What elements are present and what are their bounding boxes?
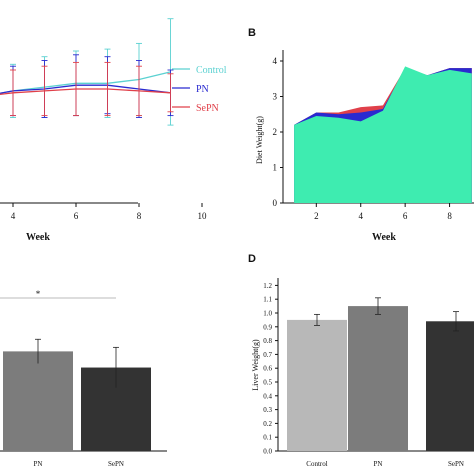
legend-label-control: Control <box>196 65 227 76</box>
panel-a-x-label: Week <box>26 232 50 243</box>
panel-b-y-tick-label: 2 <box>273 127 278 137</box>
panel-d-x-tick-label: PN <box>374 460 383 468</box>
series-line-control <box>0 71 171 94</box>
panel-d-y-tick-label: 0.3 <box>263 406 272 414</box>
panel-b: B 0 1 2 3 4 2 4 6 8 Week Diet Weight(g) <box>248 27 474 243</box>
panel-d-bars: Control PN SePN <box>287 297 474 468</box>
panel-d-y-tick-label: 0.6 <box>263 365 272 373</box>
panel-b-ticks: 0 1 2 3 4 2 4 6 8 <box>273 56 453 221</box>
bar-pn <box>3 351 73 451</box>
panel-b-y-tick-label: 4 <box>273 56 278 66</box>
panel-a-x-tick-label: 10 <box>198 211 208 221</box>
panel-b-x-tick-label: 4 <box>358 211 363 221</box>
panel-b-x-tick-label: 6 <box>403 211 408 221</box>
panel-a-x-ticks: 4 6 8 10 <box>11 203 207 221</box>
panel-c-x-tick-label: PN <box>34 460 43 468</box>
panel-d-x-tick-label: Control <box>306 460 327 468</box>
panel-b-areas <box>294 66 472 203</box>
panel-d-y-tick-label: 0.0 <box>263 448 272 456</box>
panel-d-y-tick-label: 1.0 <box>263 310 272 318</box>
panel-a-series <box>0 18 174 126</box>
bar-pn <box>348 306 408 451</box>
bar-control <box>287 319 347 451</box>
panel-c-significance-star: * <box>36 289 41 299</box>
panel-b-x-label: Week <box>372 232 396 243</box>
panel-a-legend: Control PN SePN <box>172 65 227 114</box>
panel-c-x-tick-label: SePN <box>108 460 124 468</box>
panel-a-x-tick-label: 6 <box>74 211 79 221</box>
panel-d-y-tick-label: 0.4 <box>263 392 272 400</box>
panel-d-y-tick-label: 0.1 <box>263 434 272 442</box>
panel-b-x-tick-label: 8 <box>447 211 452 221</box>
panel-c-bars: PN SePN <box>3 338 151 468</box>
panel-d-x-tick-label: SePN <box>448 460 464 468</box>
panel-c: * PN SePN <box>0 289 167 468</box>
panel-d-letter: D <box>248 253 256 265</box>
panel-d-ticks: 0.0 0.1 0.2 0.3 0.4 0.5 0.6 0.7 0.8 0.9 1.0 1.1 1.2 <box>263 282 278 456</box>
panel-d-y-tick-label: 0.5 <box>263 379 272 387</box>
bar-sepn <box>426 321 474 451</box>
panel-d: D 0.0 0.1 0.2 0.3 0.4 0.5 0.6 0.7 0.8 0.9 1.0 1.1 1.… <box>248 253 474 468</box>
panel-a-x-tick-label: 4 <box>11 211 16 221</box>
panel-b-y-label: Diet Weight(g) <box>255 116 264 164</box>
panel-d-y-tick-label: 1.1 <box>263 296 272 304</box>
panel-a-x-tick-label: 8 <box>137 211 142 221</box>
legend-label-pn: PN <box>196 84 209 95</box>
panel-b-y-tick-label: 3 <box>273 92 278 102</box>
panel-d-y-tick-label: 0.8 <box>263 337 272 345</box>
legend-label-sepn: SePN <box>196 103 219 114</box>
panel-b-letter: B <box>248 27 256 39</box>
panel-d-y-tick-label: 0.9 <box>263 323 272 331</box>
area-control <box>294 66 472 203</box>
panel-a: 4 6 8 10 Week Control PN SePN <box>0 18 227 243</box>
panel-b-y-tick-label: 1 <box>273 163 278 173</box>
panel-d-y-tick-label: 1.2 <box>263 282 272 290</box>
panel-d-y-tick-label: 0.7 <box>263 351 272 359</box>
panel-d-y-tick-label: 0.2 <box>263 420 272 428</box>
panel-d-y-label: Liver Weight(g) <box>251 339 260 391</box>
panel-b-x-tick-label: 2 <box>314 211 319 221</box>
panel-b-y-tick-label: 0 <box>273 198 278 208</box>
